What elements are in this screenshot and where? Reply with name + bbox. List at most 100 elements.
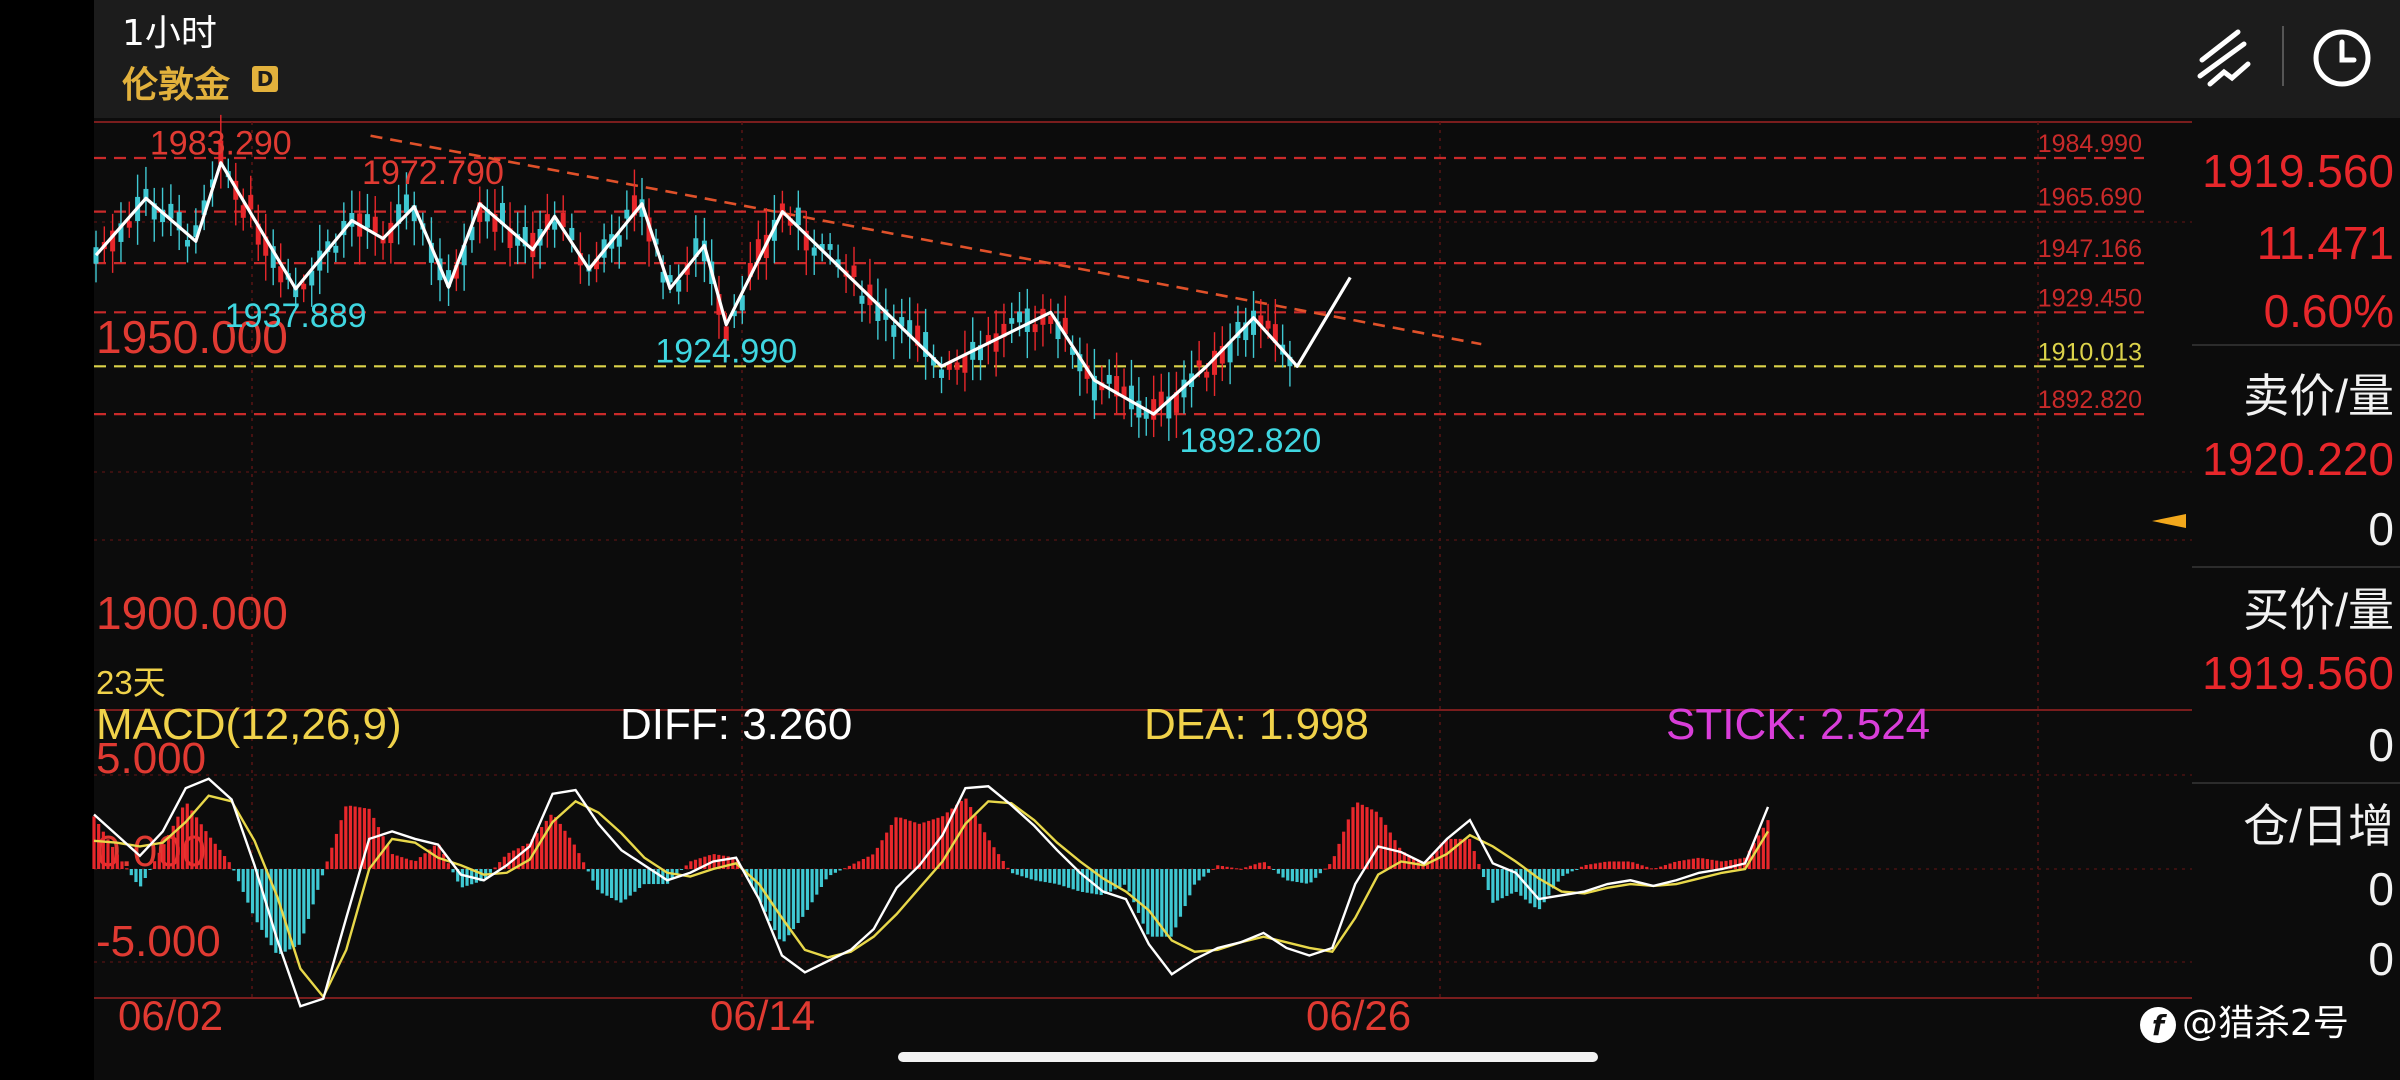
macd-histogram-bar [1621, 861, 1626, 869]
candle-body [143, 188, 149, 200]
macd-histogram-bar [1384, 824, 1388, 869]
macd-histogram-bar [941, 816, 945, 869]
candle-body [1243, 322, 1249, 341]
candle-body [1009, 318, 1015, 324]
instrument-name[interactable]: 伦敦金 [122, 65, 231, 106]
macd-histogram-bar [1458, 838, 1462, 869]
macd-title[interactable]: MACD(12,26,9) [96, 700, 402, 749]
macd-histogram-bar [1043, 869, 1047, 883]
macd-histogram-bar [1426, 861, 1430, 869]
macd-histogram-bar [927, 820, 931, 869]
candle-body [560, 212, 566, 228]
macd-histogram-bar [213, 843, 217, 869]
macd-histogram-bar [1206, 869, 1211, 873]
macd-histogram-bar [969, 807, 973, 869]
candle-body [544, 214, 550, 230]
macd-histogram-bar [465, 869, 469, 886]
macd-histogram-bar [1677, 860, 1682, 869]
candle-body [110, 230, 116, 252]
candle-body [1106, 374, 1112, 384]
home-indicator[interactable] [898, 1052, 1598, 1062]
candle-body [469, 226, 475, 241]
macd-histogram-bar [922, 822, 926, 869]
macd-histogram-bar [1258, 862, 1262, 869]
candle-body [168, 203, 174, 219]
candle-body [522, 227, 528, 247]
candle-body [819, 244, 825, 250]
candle-body [1136, 400, 1142, 418]
macd-histogram-bar [1244, 867, 1248, 869]
candle-body [1227, 341, 1233, 363]
candle-body [364, 214, 370, 228]
candle-body [1062, 317, 1068, 335]
macd-histogram-bar [1015, 869, 1019, 875]
candle-body [883, 309, 889, 320]
macd-histogram-bar [1547, 869, 1551, 896]
candle-body [453, 265, 459, 279]
candle-body [1251, 310, 1257, 335]
macd-histogram-bar [1640, 865, 1644, 869]
macd-histogram-bar [637, 869, 642, 888]
candle-body [1235, 321, 1241, 339]
candle-body [240, 205, 246, 218]
candle-body [923, 332, 929, 357]
macd-diff-value: DIFF: 3.260 [620, 700, 853, 749]
macd-histogram-bar [1537, 869, 1542, 910]
macd-histogram-bar [1155, 869, 1159, 937]
macd-histogram-bar [1607, 861, 1612, 869]
macd-histogram-bar [1556, 869, 1560, 882]
macd-histogram-bar [1267, 866, 1271, 869]
macd-histogram-bar [726, 856, 730, 869]
macd-histogram-bar [1519, 869, 1523, 896]
macd-histogram-bar [498, 862, 502, 869]
macd-histogram-bar [1253, 864, 1257, 869]
macd-histogram-bar [1710, 859, 1714, 869]
clock-icon[interactable] [2310, 26, 2374, 90]
candle-body [552, 221, 558, 230]
panel-divider [2192, 566, 2400, 568]
candle-body [325, 241, 331, 253]
macd-histogram-bar [684, 865, 688, 869]
candle-body [787, 218, 793, 226]
macd-histogram-bar [1673, 861, 1677, 869]
candle-body [396, 204, 402, 224]
macd-histogram-bar [1561, 869, 1565, 876]
candle-body [446, 270, 452, 287]
macd-diff-line [93, 777, 1770, 1008]
macd-histogram-bar [1617, 861, 1621, 869]
macd-histogram-bar [232, 869, 236, 871]
timeframe-label[interactable]: 1小时 [122, 13, 217, 54]
macd-histogram-bar [1314, 869, 1318, 878]
candle-body [209, 179, 215, 188]
candle-body [492, 214, 498, 232]
candle-body [301, 283, 307, 290]
macd-histogram-bar [554, 817, 558, 869]
macd-histogram-bar [157, 852, 161, 869]
macd-histogram-bar [1300, 869, 1304, 883]
candle-body [667, 275, 673, 283]
macd-histogram-bar [628, 869, 632, 896]
macd-histogram-bar [1108, 869, 1113, 892]
draw-tool-icon[interactable] [2192, 26, 2256, 90]
candle-body [1077, 354, 1083, 372]
price-axis-label: 1950.000 [96, 311, 288, 363]
macd-histogram-bar [180, 807, 185, 869]
price-axis-label: 1900.000 [96, 587, 288, 639]
macd-histogram-bar [815, 869, 819, 895]
macd-histogram-bar [913, 822, 917, 869]
candle-body [616, 235, 622, 247]
panel-divider [2192, 344, 2400, 346]
extreme-label: 1972.790 [362, 154, 504, 192]
open-interest-label: 仓/日增 [2243, 800, 2394, 852]
candle-body [484, 209, 490, 222]
macd-axis-label: 5.000 [96, 734, 206, 783]
macd-histogram-bar [1481, 869, 1486, 878]
macd-histogram-bar [1687, 859, 1691, 869]
candle-body [1121, 386, 1127, 398]
macd-histogram-bar [1551, 869, 1556, 889]
candle-body [731, 310, 737, 317]
macd-histogram-bar [1080, 869, 1085, 892]
candle-body [859, 295, 865, 304]
macd-histogram-bar [777, 869, 782, 940]
